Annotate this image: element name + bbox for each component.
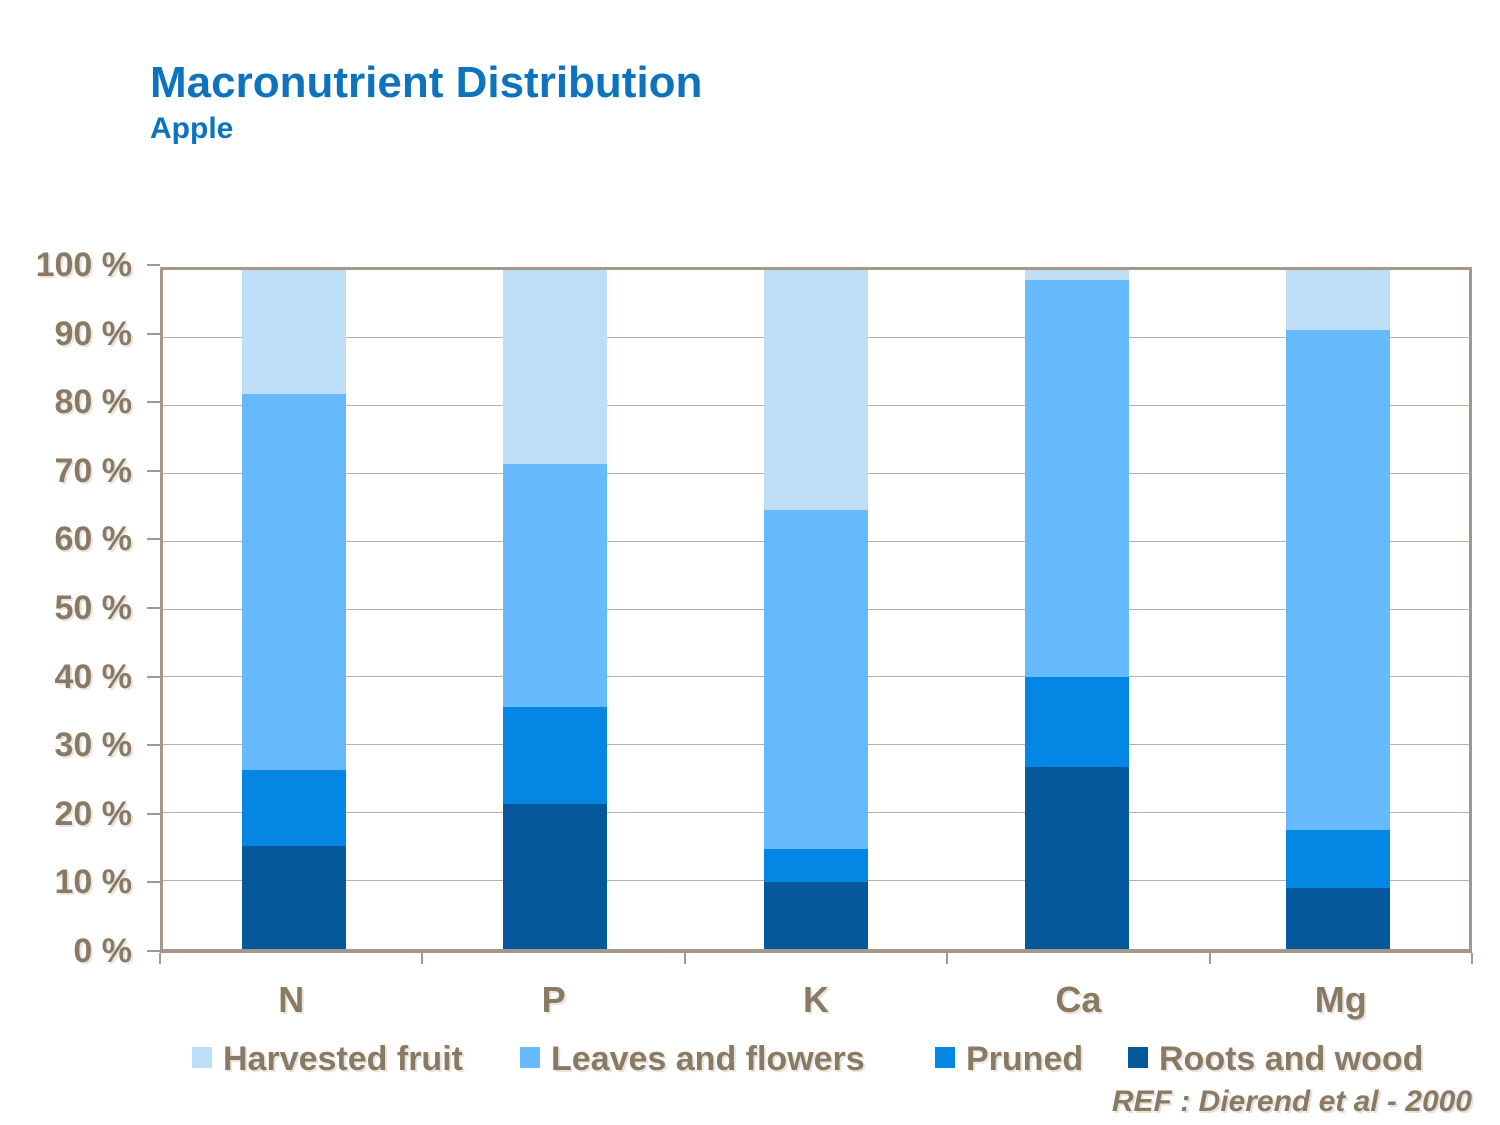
y-axis-label: 0 % [73,932,132,970]
stacked-bar-Mg [1286,270,1391,949]
bar-segment-P-harvested-fruit [502,270,607,465]
x-axis-label-K: K [802,979,829,1020]
chart-title: Macronutrient Distribution [150,58,703,107]
y-axis-tick [147,469,160,472]
y-axis-label: 50 % [54,589,133,627]
legend-swatch-icon [192,1046,212,1068]
legend-label: Pruned [966,1040,1084,1078]
bar-segment-Ca-pruned [1025,677,1130,768]
x-axis-label-Mg: Mg [1314,979,1367,1020]
x-axis-label-Ca: Ca [1055,979,1102,1020]
bar-segment-Mg-leaves-and-flowers [1286,330,1391,831]
bar-segment-N-pruned [241,769,346,847]
stacked-bar-N [241,270,346,949]
bar-segment-N-leaves-and-flowers [241,394,346,770]
y-axis-label: 30 % [54,726,133,765]
x-axis-tick [683,953,686,964]
legend-label: Harvested fruit [223,1040,463,1078]
y-axis-label: 60 % [54,520,133,559]
y-axis-label: 10 % [54,863,133,902]
bar-slot-K [685,270,946,949]
bar-segment-Mg-roots-and-wood [1286,887,1391,949]
x-axis: N P K Ca Mg [160,980,1472,1020]
legend: Harvested fruit Leaves and flowers Pruned R… [0,1038,1500,1080]
stacked-bar-P [502,270,607,949]
bar-slot-P [424,270,685,949]
legend-label: Leaves and flowers [551,1040,865,1078]
legend-swatch-icon [1128,1046,1148,1068]
x-axis-tick [1471,953,1473,964]
bar-segment-N-roots-and-wood [241,846,346,949]
x-axis-tick [159,953,161,964]
bar-segment-Mg-harvested-fruit [1286,270,1391,331]
legend-label: Roots and wood [1159,1040,1424,1078]
y-axis-tick [147,264,160,266]
bar-segment-Mg-pruned [1286,830,1391,888]
bar-segment-K-leaves-and-flowers [763,509,868,850]
legend-item-leaves-and-flowers: Leaves and flowers [520,1038,865,1080]
bar-segment-P-leaves-and-flowers [502,464,607,708]
bar-segment-Ca-harvested-fruit [1025,270,1130,280]
y-axis-label: 70 % [54,451,133,490]
bar-segment-N-harvested-fruit [241,270,346,395]
x-axis-tick [946,953,949,964]
y-axis-tick [147,538,160,541]
stacked-bar-Ca [1025,270,1130,949]
reference-credit: REF : Dierend et al - 2000 [1111,1085,1472,1118]
bar-segment-K-roots-and-wood [763,882,868,949]
legend-item-pruned: Pruned [935,1038,1083,1080]
bar-segment-P-pruned [502,707,607,805]
y-axis-tick [147,881,160,884]
x-axis-label-P: P [541,979,566,1020]
plot-area [160,267,1472,953]
legend-swatch-icon [520,1046,540,1068]
x-axis-tick [1208,953,1211,964]
y-axis-tick [147,950,160,952]
legend-item-roots-and-wood: Roots and wood [1128,1038,1423,1080]
bar-segment-K-harvested-fruit [763,270,868,510]
y-axis-label: 20 % [54,794,133,833]
y-axis-tick [147,812,160,815]
bar-segment-Ca-roots-and-wood [1025,767,1130,949]
y-axis-label: 100 % [35,246,132,284]
x-axis-label-N: N [278,979,305,1020]
bar-slot-Mg [1208,270,1469,949]
chart-subtitle: Apple [150,112,234,145]
bar-slot-N [163,270,424,949]
x-axis-tick [421,953,424,964]
y-axis-label: 80 % [54,383,133,422]
bar-segment-K-pruned [763,849,868,883]
y-axis-tick [147,675,160,678]
y-axis-tick [147,401,160,404]
y-axis-label: 40 % [54,657,133,696]
bar-slot-Ca [947,270,1208,949]
y-axis-tick [147,332,160,335]
bar-segment-P-roots-and-wood [502,804,607,949]
stacked-bar-K [763,270,868,949]
legend-swatch-icon [935,1046,955,1068]
y-axis-tick [147,607,160,609]
y-axis-label: 90 % [54,314,133,353]
bar-segment-Ca-leaves-and-flowers [1025,279,1130,678]
y-axis-tick [147,744,160,747]
legend-item-harvested-fruit: Harvested fruit [192,1038,463,1080]
